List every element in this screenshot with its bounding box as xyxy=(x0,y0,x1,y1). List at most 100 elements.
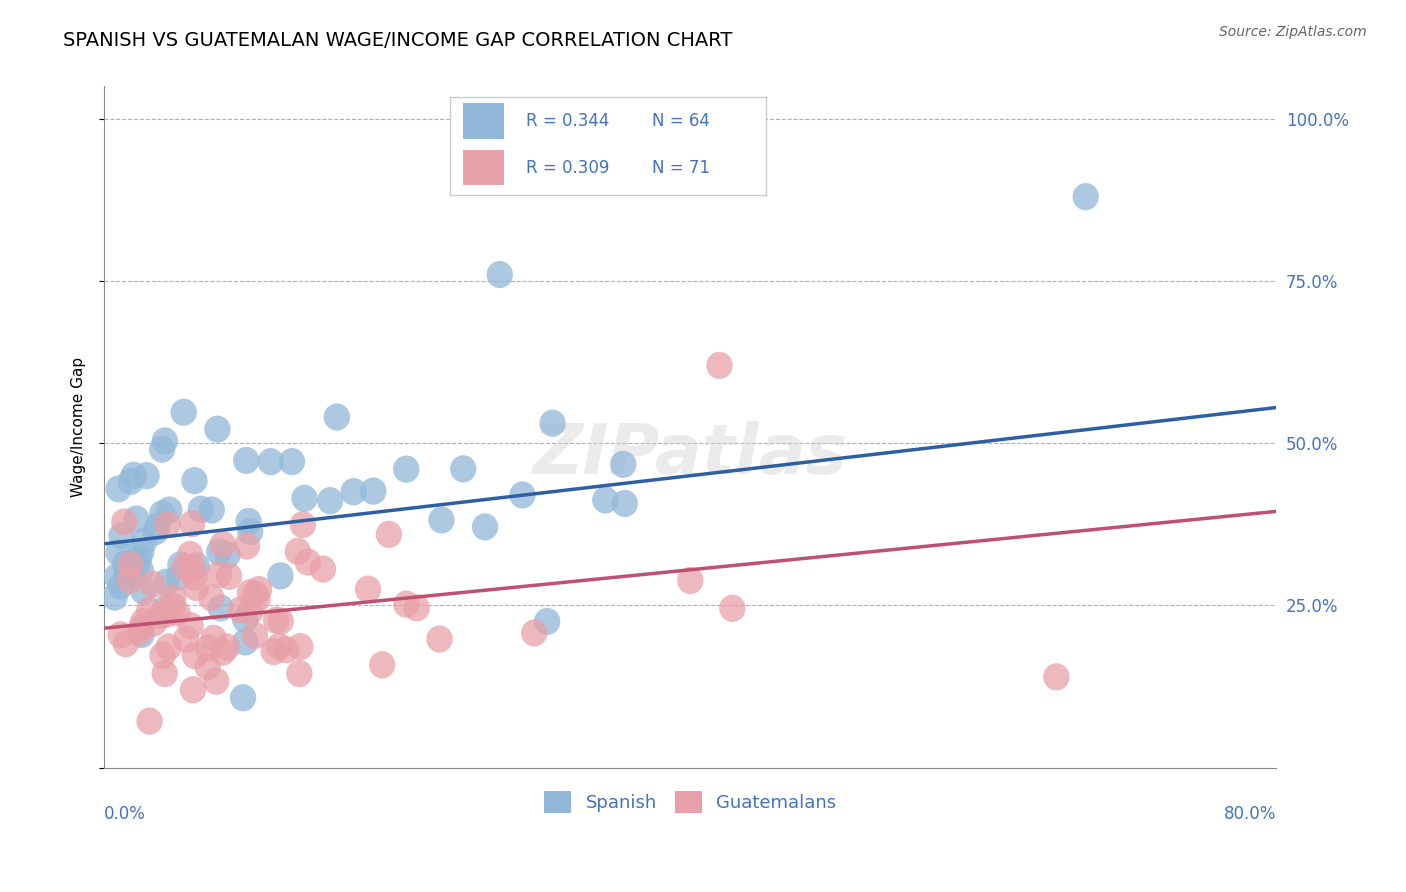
Ellipse shape xyxy=(236,579,263,607)
Ellipse shape xyxy=(131,528,157,555)
Ellipse shape xyxy=(128,538,155,566)
Ellipse shape xyxy=(266,632,292,660)
Y-axis label: Wage/Income Gap: Wage/Income Gap xyxy=(72,357,86,497)
Ellipse shape xyxy=(509,482,536,508)
Ellipse shape xyxy=(101,583,128,611)
Ellipse shape xyxy=(181,642,208,669)
Ellipse shape xyxy=(160,592,186,620)
Ellipse shape xyxy=(156,633,181,661)
Ellipse shape xyxy=(198,584,225,611)
Ellipse shape xyxy=(194,653,221,681)
Ellipse shape xyxy=(114,561,139,589)
Ellipse shape xyxy=(180,676,207,704)
Ellipse shape xyxy=(173,625,200,653)
Ellipse shape xyxy=(486,261,513,288)
Ellipse shape xyxy=(233,447,260,474)
Ellipse shape xyxy=(117,551,143,579)
Text: SPANISH VS GUATEMALAN WAGE/INCOME GAP CORRELATION CHART: SPANISH VS GUATEMALAN WAGE/INCOME GAP CO… xyxy=(63,31,733,50)
Ellipse shape xyxy=(235,508,262,535)
Ellipse shape xyxy=(131,607,156,635)
Ellipse shape xyxy=(105,539,132,566)
Ellipse shape xyxy=(592,486,619,514)
Ellipse shape xyxy=(233,533,260,559)
Ellipse shape xyxy=(238,598,264,625)
Ellipse shape xyxy=(152,427,179,455)
Text: Source: ZipAtlas.com: Source: ZipAtlas.com xyxy=(1219,25,1367,39)
Ellipse shape xyxy=(228,596,254,624)
Ellipse shape xyxy=(131,578,156,605)
Ellipse shape xyxy=(202,667,229,695)
Ellipse shape xyxy=(267,607,294,635)
Ellipse shape xyxy=(128,621,155,648)
Ellipse shape xyxy=(139,571,166,598)
Ellipse shape xyxy=(152,660,179,687)
Ellipse shape xyxy=(107,573,134,599)
Ellipse shape xyxy=(287,660,312,687)
Ellipse shape xyxy=(375,521,402,548)
Ellipse shape xyxy=(291,484,318,512)
Ellipse shape xyxy=(534,607,561,635)
Ellipse shape xyxy=(209,531,236,558)
Ellipse shape xyxy=(290,511,316,538)
Ellipse shape xyxy=(295,549,321,575)
Ellipse shape xyxy=(208,594,233,622)
Ellipse shape xyxy=(127,618,153,645)
Ellipse shape xyxy=(117,566,143,594)
Ellipse shape xyxy=(242,622,269,649)
Ellipse shape xyxy=(179,510,205,537)
Ellipse shape xyxy=(242,581,269,607)
Ellipse shape xyxy=(160,584,187,611)
Ellipse shape xyxy=(263,607,290,634)
Ellipse shape xyxy=(183,574,209,601)
Ellipse shape xyxy=(284,538,311,565)
Ellipse shape xyxy=(104,563,129,591)
Ellipse shape xyxy=(394,456,419,483)
Ellipse shape xyxy=(152,595,179,623)
Ellipse shape xyxy=(472,513,498,541)
Ellipse shape xyxy=(153,568,180,596)
Ellipse shape xyxy=(149,435,176,463)
Ellipse shape xyxy=(180,554,207,582)
Ellipse shape xyxy=(124,506,149,533)
Ellipse shape xyxy=(205,561,232,588)
Ellipse shape xyxy=(118,467,143,495)
Ellipse shape xyxy=(232,606,259,633)
Ellipse shape xyxy=(612,490,638,517)
Ellipse shape xyxy=(149,500,176,527)
Ellipse shape xyxy=(238,518,263,545)
Ellipse shape xyxy=(166,564,191,591)
Ellipse shape xyxy=(246,576,273,603)
Ellipse shape xyxy=(155,510,181,538)
Ellipse shape xyxy=(404,594,430,622)
Ellipse shape xyxy=(142,518,169,545)
Ellipse shape xyxy=(368,651,395,679)
Ellipse shape xyxy=(209,639,236,665)
Ellipse shape xyxy=(257,448,284,475)
Ellipse shape xyxy=(540,409,565,437)
Ellipse shape xyxy=(394,591,419,618)
Ellipse shape xyxy=(148,602,174,629)
Ellipse shape xyxy=(183,552,209,579)
Ellipse shape xyxy=(340,478,367,506)
Ellipse shape xyxy=(165,599,191,626)
Ellipse shape xyxy=(204,416,231,442)
Ellipse shape xyxy=(145,513,172,540)
Ellipse shape xyxy=(214,541,240,568)
Ellipse shape xyxy=(195,634,221,662)
Ellipse shape xyxy=(429,507,454,533)
Ellipse shape xyxy=(678,567,703,594)
Ellipse shape xyxy=(156,497,183,524)
Ellipse shape xyxy=(136,597,163,624)
Ellipse shape xyxy=(124,551,149,579)
Ellipse shape xyxy=(108,522,135,549)
Ellipse shape xyxy=(128,614,155,641)
Ellipse shape xyxy=(201,624,226,652)
Ellipse shape xyxy=(1073,183,1099,211)
Legend: Spanish, Guatemalans: Spanish, Guatemalans xyxy=(537,783,844,820)
Ellipse shape xyxy=(316,487,343,515)
Ellipse shape xyxy=(187,496,214,523)
Ellipse shape xyxy=(111,508,138,535)
Ellipse shape xyxy=(181,563,207,591)
Ellipse shape xyxy=(1043,664,1070,690)
Ellipse shape xyxy=(134,462,160,489)
